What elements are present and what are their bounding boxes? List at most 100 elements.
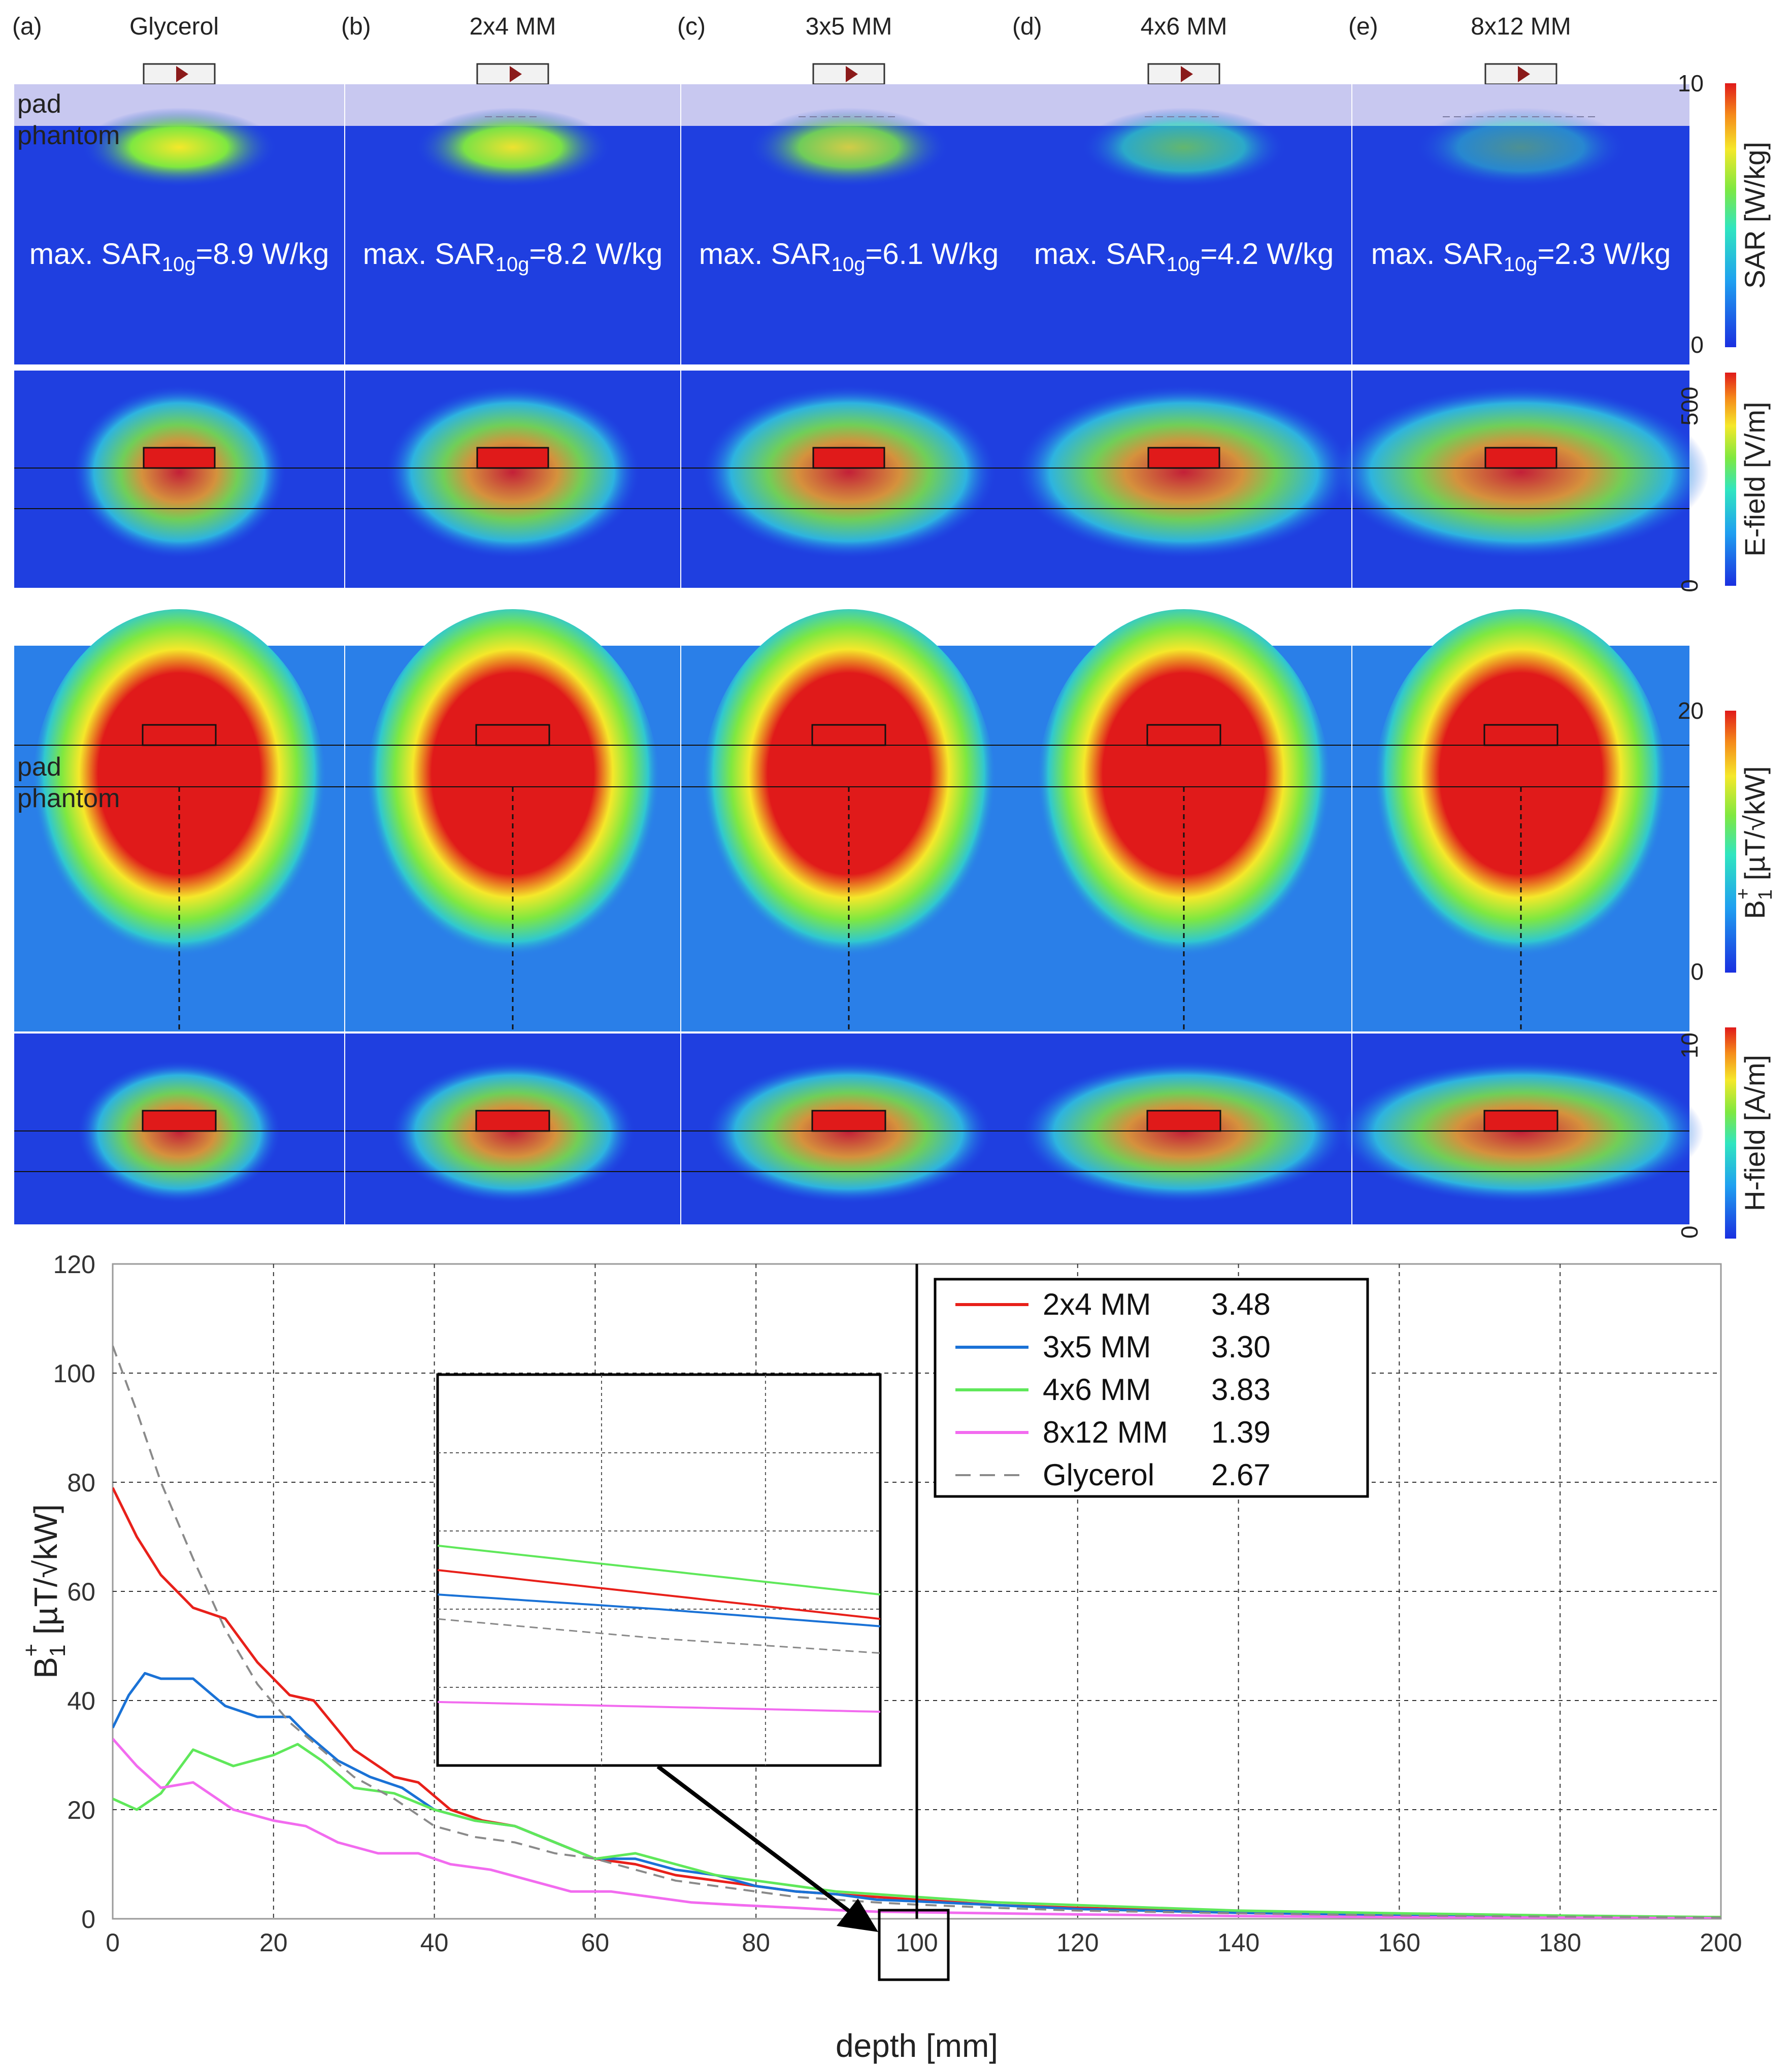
b1-coil [475, 724, 550, 746]
efield-coil [812, 447, 885, 469]
x-axis-title: depth [mm] [836, 2027, 998, 2064]
efield-hotspot [386, 386, 640, 558]
colorbar-sar-bar [1725, 83, 1736, 347]
hfield-coil [1146, 1110, 1221, 1132]
b1-coil [1146, 724, 1221, 746]
panel-title: 2x4 MM [470, 13, 556, 40]
colorbar-b1-min: 0 [1690, 958, 1704, 985]
legend-series-name: 8x12 MM [1043, 1415, 1168, 1449]
efield-hotspot [1016, 386, 1351, 558]
legend-series-name: 4x6 MM [1043, 1373, 1151, 1407]
legend-series-name: Glycerol [1043, 1458, 1154, 1492]
x-tick-label: 200 [1700, 1928, 1742, 1957]
legend: 2x4 MM 3.48 3x5 MM 3.30 4x6 MM 3.83 8x12 MM 1.3… [934, 1278, 1369, 1498]
panel-letter: (b) [341, 13, 371, 40]
y-tick-labels: 0 20 40 60 80 100 120 [53, 1250, 95, 1934]
coil-feed-icon [846, 66, 858, 82]
panel-title: 3x5 MM [806, 13, 892, 40]
phantom-label: phantom [17, 121, 120, 150]
zoom-arrow [656, 1764, 859, 1920]
b1-coil [811, 724, 886, 746]
y-tick-label: 40 [67, 1687, 95, 1715]
sar-hotspot [750, 108, 948, 187]
colorbar-b1: 20 0 B1+ [µT/√kW] [1678, 697, 1776, 985]
colorbar-hfield-min: 0 [1676, 1225, 1703, 1239]
x-tick-labels: 0 20 40 60 80 100 120 140 160 180 200 [106, 1928, 1742, 1957]
panel-letter: (a) [12, 13, 42, 40]
series-line-8x12-mm [113, 1738, 1721, 1919]
colorbar-sar-max: 10 [1678, 70, 1704, 96]
colorbar-sar-label: SAR [W/kg] [1739, 142, 1771, 288]
max-sar-label: max. SAR10g=2.3 W/kg [1371, 238, 1671, 276]
x-tick-label: 140 [1217, 1928, 1259, 1957]
field-maps: max. SAR10g=8.9 W/kg max. SAR10g=8.2 W/kg… [14, 63, 1709, 1224]
x-tick-label: 120 [1056, 1928, 1099, 1957]
efield-coil [476, 447, 549, 469]
series-lines [113, 1345, 1721, 1919]
hfield-hotspot [391, 1061, 635, 1203]
legend-items: 2x4 MM 3.48 3x5 MM 3.30 4x6 MM 3.83 8x12 MM 1.3… [955, 1287, 1271, 1492]
y-axis-title: B1+ [µT/√kW] [19, 1504, 70, 1679]
b1-coil [1483, 724, 1558, 746]
colorbar-efield-max: 500 [1676, 387, 1703, 426]
legend-series-name: 2x4 MM [1043, 1287, 1151, 1321]
series-line-4x6-mm [113, 1743, 1721, 1919]
y-tick-label: 120 [53, 1250, 95, 1279]
pad-label: pad [17, 89, 61, 119]
x-tick-label: 20 [259, 1928, 288, 1957]
legend-box [934, 1278, 1369, 1498]
legend-series-value: 3.83 [1211, 1373, 1271, 1407]
colorbar-sar-min: 0 [1690, 331, 1704, 358]
inset-line-glycerol [437, 1618, 881, 1654]
y-tick-label: 20 [67, 1796, 95, 1824]
inset-content [437, 1375, 881, 1765]
zoom-inset [436, 1373, 882, 1767]
x-tick-label: 0 [106, 1928, 120, 1957]
x-tick-label: 60 [581, 1928, 610, 1957]
phantom-label-b1: phantom [17, 784, 120, 813]
efield-coil [143, 447, 216, 469]
y-tick-label: 0 [81, 1905, 95, 1934]
hfield-hotspot [1338, 1061, 1704, 1203]
y-tick-label: 60 [67, 1578, 95, 1606]
panel-letter: (d) [1012, 13, 1042, 40]
hfield-hotspot [707, 1061, 991, 1203]
colorbar-b1-max: 20 [1678, 697, 1704, 724]
zoom-box [878, 1909, 950, 1981]
colorbar-efield-min: 0 [1676, 579, 1703, 592]
colorbar-sar: 10 0 SAR [W/kg] [1678, 70, 1771, 358]
efield-hotspot [702, 386, 996, 558]
coil-feed-icon [1181, 66, 1193, 82]
colorbar-hfield: 10 0 H-field [A/m] [1676, 1027, 1771, 1239]
inset-line-8x12-mm [437, 1701, 881, 1713]
panel-letter: (c) [677, 13, 706, 40]
sar-hotspot [1083, 108, 1285, 187]
y-tick-label: 80 [67, 1469, 95, 1497]
series-line-glycerol [113, 1345, 1721, 1919]
y-tick-label: 100 [53, 1359, 95, 1388]
hfield-coil [142, 1110, 217, 1132]
colorbar-efield: 500 0 E-field [V/m] [1676, 373, 1771, 592]
hfield-hotspot [1021, 1061, 1346, 1203]
panel-headings: (a) Glycerol (b) 2x4 MM (c) 3x5 MM (d) 4x6 MM (e… [12, 13, 1571, 40]
sar-hotspot [83, 108, 276, 187]
inset-line-2x4-mm [437, 1569, 881, 1620]
legend-series-value: 2.67 [1211, 1458, 1271, 1492]
colorbar-hfield-label: H-field [A/m] [1739, 1055, 1771, 1211]
x-tick-label: 180 [1539, 1928, 1581, 1957]
colorbar-efield-label: E-field [V/m] [1739, 402, 1771, 557]
colorbar-b1-bar [1725, 711, 1736, 973]
x-tick-label: 100 [895, 1928, 938, 1957]
colorbar-efield-bar [1725, 373, 1736, 586]
panel-title: Glycerol [129, 13, 219, 40]
coil-feed-icon [1518, 66, 1530, 82]
sar-hotspot [1416, 108, 1625, 187]
max-sar-label: max. SAR10g=8.9 W/kg [29, 238, 329, 276]
sar-hotspot [416, 108, 610, 187]
max-sar-label: max. SAR10g=4.2 W/kg [1034, 238, 1334, 276]
zoom-arrowhead [837, 1898, 878, 1932]
hfield-coil [811, 1110, 886, 1132]
efield-coil [1484, 447, 1557, 469]
colorbar-b1-label: B1+ [µT/√kW] [1733, 767, 1776, 919]
